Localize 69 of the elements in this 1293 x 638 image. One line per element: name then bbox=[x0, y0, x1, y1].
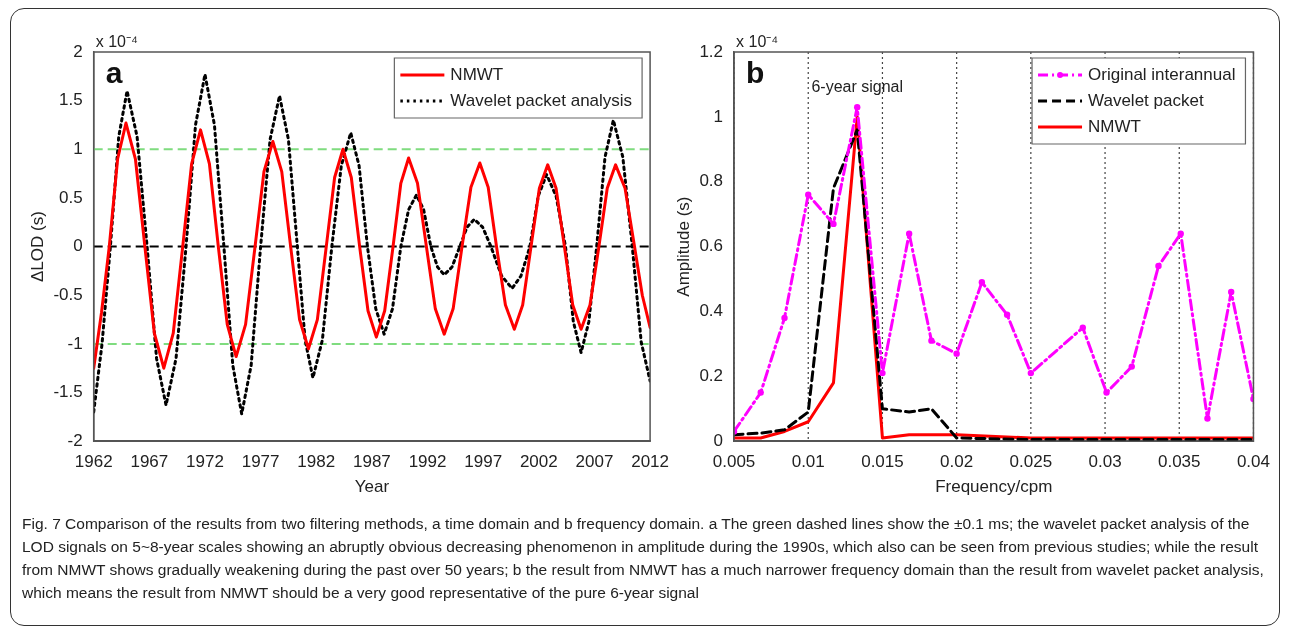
y-tick-label: -1.5 bbox=[53, 382, 83, 402]
point bbox=[1079, 324, 1086, 331]
y-tick-label: 0 bbox=[73, 236, 83, 256]
point bbox=[1155, 262, 1162, 270]
annotation: a bbox=[105, 56, 123, 90]
point bbox=[905, 230, 913, 237]
legend-label: Original interannual bbox=[1088, 64, 1236, 84]
y-tick-label: 1.2 bbox=[699, 41, 724, 61]
y-tick-label: 2 bbox=[73, 41, 83, 61]
point bbox=[1027, 369, 1035, 377]
point bbox=[953, 350, 960, 357]
legend-label: Wavelet packet bbox=[1088, 90, 1204, 110]
x-tick-label: 1997 bbox=[464, 452, 503, 472]
x-tick-label: 2007 bbox=[575, 452, 614, 472]
x-tick-label: 1962 bbox=[74, 452, 113, 472]
x-tick-label: 1992 bbox=[408, 452, 447, 472]
x-tick-label: 0.005 bbox=[712, 452, 756, 472]
x-tick-label: 1972 bbox=[186, 452, 224, 472]
y-tick-label: 0.4 bbox=[699, 301, 724, 321]
x-tick-label: 2012 bbox=[631, 452, 669, 472]
legend-label: NMWT bbox=[1088, 116, 1141, 136]
y-tick-label: 0.6 bbox=[699, 236, 724, 256]
point bbox=[978, 279, 986, 286]
annotation: 6-year signal bbox=[811, 77, 904, 95]
x-axis-title: Frequency/cpm bbox=[935, 477, 1053, 497]
x-tick-label: 2002 bbox=[519, 452, 558, 472]
legend-label: NMWT bbox=[450, 64, 504, 84]
x-tick-label: 0.04 bbox=[1236, 452, 1270, 472]
y-tick-label: 0.2 bbox=[699, 366, 724, 386]
point bbox=[879, 369, 886, 377]
caption: Fig. 7 Comparison of the results from two filtering methods, a time domain and b frequency domain. a The green dashed lines show the ±0.1 ms; the wavelet packet analysis of the LOD signals on 5~8-year scales showing an abruptly obvious decreasing phenomenon in amplitude during the 1990s, which also can be seen from previous studies; while the result from NMWT shows gradually weakening during the past over 50 years; b the result from NMWT has a much narrower frequency domain than the result from wavelet packet analysis, which means the result from NMWT should be a very good representative of the pure 6-year signal bbox=[22, 514, 1265, 603]
point bbox=[1204, 415, 1211, 422]
annotation: b bbox=[746, 56, 765, 90]
y-tick-label: 1 bbox=[713, 106, 724, 126]
x-tick-label: 1987 bbox=[352, 452, 391, 472]
x-tick-label: 0.01 bbox=[791, 452, 825, 472]
y-tick-label: 0.5 bbox=[59, 187, 83, 207]
y-tick-label: -2 bbox=[67, 430, 83, 450]
x-tick-label: 0.035 bbox=[1157, 452, 1201, 472]
x-tick-label: 1967 bbox=[130, 452, 169, 472]
point bbox=[1003, 311, 1011, 318]
y-axis-title: ΔLOD (s) bbox=[27, 211, 47, 283]
legend-label: Wavelet packet analysis bbox=[450, 90, 633, 110]
y-tick-label: 1.5 bbox=[59, 90, 83, 110]
text: x 10⁻⁴ bbox=[736, 33, 779, 51]
point bbox=[1177, 230, 1184, 237]
point bbox=[1128, 363, 1135, 370]
point bbox=[1228, 288, 1235, 296]
text: x 10⁻⁴ bbox=[95, 33, 138, 51]
point bbox=[928, 337, 935, 344]
x-axis-title: Year bbox=[354, 477, 390, 497]
y-axis-title: Amplitude (s) bbox=[673, 196, 693, 297]
x-tick-label: 1977 bbox=[241, 452, 280, 472]
y-tick-label: 0 bbox=[713, 430, 724, 450]
point bbox=[830, 220, 837, 228]
y-tick-label: 1 bbox=[73, 138, 83, 158]
y-tick-label: -0.5 bbox=[53, 284, 83, 304]
x-tick-label: 0.02 bbox=[940, 452, 974, 472]
point bbox=[854, 103, 861, 111]
point bbox=[1103, 389, 1110, 396]
y-tick-label: 0.8 bbox=[699, 171, 724, 191]
x-tick-label: 0.015 bbox=[861, 452, 904, 472]
x-tick-label: 0.03 bbox=[1088, 452, 1122, 472]
x-tick-label: 0.025 bbox=[1009, 452, 1053, 472]
point bbox=[805, 191, 812, 198]
point bbox=[757, 389, 764, 396]
point bbox=[781, 314, 788, 322]
x-tick-label: 1982 bbox=[297, 452, 336, 472]
y-tick-label: -1 bbox=[67, 333, 83, 353]
